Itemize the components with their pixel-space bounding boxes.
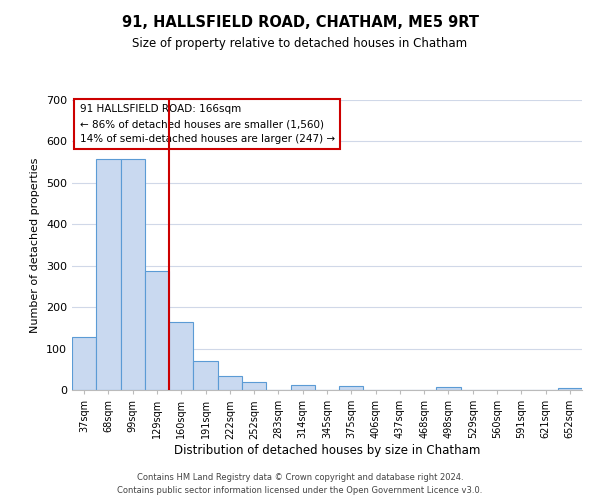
Y-axis label: Number of detached properties: Number of detached properties (31, 158, 40, 332)
Text: Size of property relative to detached houses in Chatham: Size of property relative to detached ho… (133, 38, 467, 51)
Bar (242, 382, 266, 390)
Bar (558, 388, 582, 390)
Text: Contains public sector information licensed under the Open Government Licence v3: Contains public sector information licen… (118, 486, 482, 495)
Bar (145, 271, 169, 390)
Bar (193, 361, 218, 390)
Text: 91 HALLSFIELD ROAD: 166sqm
← 86% of detached houses are smaller (1,560)
14% of s: 91 HALLSFIELD ROAD: 166sqm ← 86% of deta… (80, 104, 335, 144)
X-axis label: Distribution of detached houses by size in Chatham: Distribution of detached houses by size … (174, 444, 480, 457)
Bar (290, 385, 315, 390)
Bar (339, 386, 364, 390)
Bar (436, 386, 461, 390)
Text: Contains HM Land Registry data © Crown copyright and database right 2024.: Contains HM Land Registry data © Crown c… (137, 472, 463, 482)
Bar (218, 376, 242, 390)
Bar (121, 159, 145, 390)
Text: 91, HALLSFIELD ROAD, CHATHAM, ME5 9RT: 91, HALLSFIELD ROAD, CHATHAM, ME5 9RT (121, 15, 479, 30)
Bar (72, 337, 96, 390)
Bar (169, 322, 193, 390)
Bar (96, 159, 121, 390)
